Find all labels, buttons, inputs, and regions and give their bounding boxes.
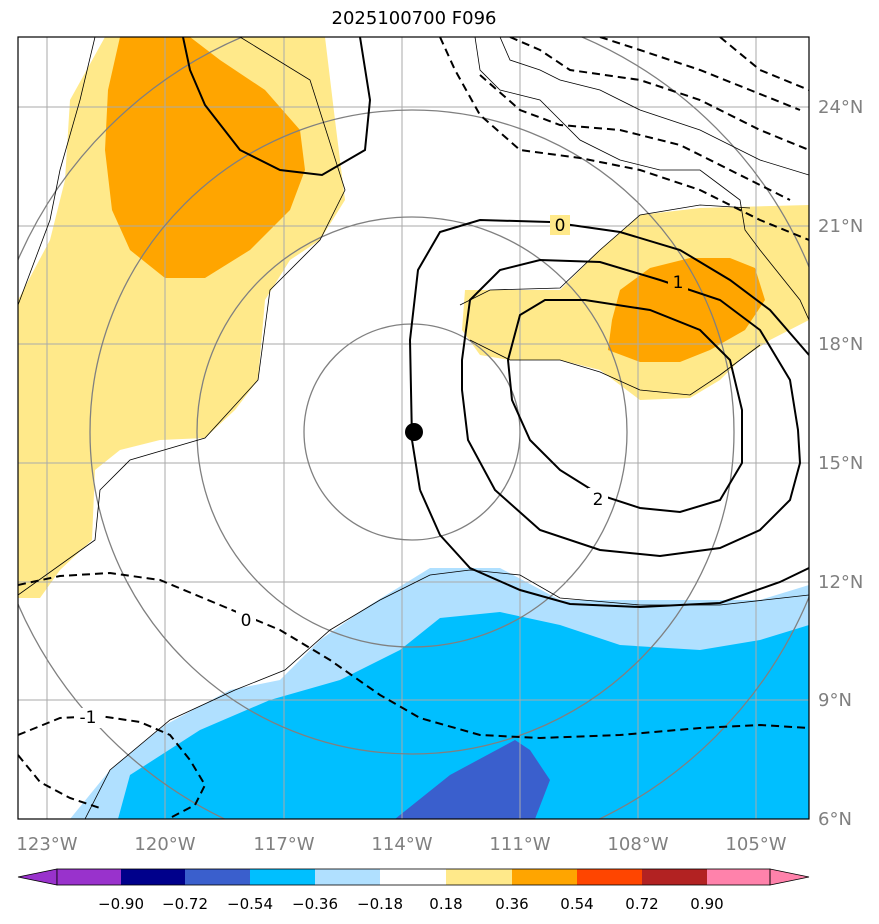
colorbar-segment xyxy=(577,869,642,885)
lat-label-9n: 9°N xyxy=(818,690,852,711)
lon-label-114w: 114°W xyxy=(371,834,432,855)
colorbar-segment xyxy=(380,869,446,885)
colorbar-tick: 0.90 xyxy=(690,895,723,913)
colorbar-tick: −0.54 xyxy=(227,895,273,913)
negative-contours xyxy=(18,37,809,819)
colorbar-tick: 0.72 xyxy=(625,895,658,913)
map-title: 2025100700 F096 xyxy=(331,8,497,29)
negative-anomaly-fill-strong xyxy=(395,740,550,819)
graticule xyxy=(18,37,809,819)
lon-label-108w: 108°W xyxy=(607,834,668,855)
contour-label-one: 1 xyxy=(673,273,684,293)
colorbar-extend-high xyxy=(769,868,810,886)
colorbar-segment xyxy=(57,869,121,885)
colorbar: −0.90 −0.72 −0.54 −0.36 −0.18 0.18 0.36 … xyxy=(17,868,810,913)
colorbar-tick: 0.36 xyxy=(495,895,528,913)
storm-center-marker xyxy=(405,423,423,441)
colorbar-segment xyxy=(185,869,250,885)
colorbar-segment xyxy=(707,869,770,885)
lat-label-21n: 21°N xyxy=(818,216,863,237)
contour-label-zero-neg: 0 xyxy=(241,611,252,631)
lat-label-6n: 6°N xyxy=(818,809,852,830)
lon-label-120w: 120°W xyxy=(134,834,195,855)
colorbar-tick: −0.90 xyxy=(98,895,144,913)
lon-label-123w: 123°W xyxy=(16,834,77,855)
map-area: 0 1 2 0 -1 xyxy=(18,37,809,819)
colorbar-extend-low xyxy=(17,868,58,886)
colorbar-tick: 0.18 xyxy=(429,895,462,913)
lat-label-12n: 12°N xyxy=(818,572,863,593)
colorbar-tick: −0.18 xyxy=(357,895,403,913)
strong-anomaly-fill-east xyxy=(608,258,765,362)
contour-label-neg-one: -1 xyxy=(80,708,97,728)
coastline xyxy=(18,37,809,819)
range-rings xyxy=(18,37,809,819)
longitude-axis: 123°W 120°W 117°W 114°W 111°W 108°W 105°… xyxy=(16,834,786,855)
colorbar-segment xyxy=(446,869,512,885)
strong-anomaly-fill-west xyxy=(105,37,305,278)
latitude-axis: 24°N 21°N 18°N 15°N 12°N 9°N 6°N xyxy=(818,97,863,830)
lon-label-117w: 117°W xyxy=(253,834,314,855)
lat-label-18n: 18°N xyxy=(818,334,863,355)
colorbar-tick: −0.72 xyxy=(162,895,208,913)
colorbar-segment xyxy=(121,869,185,885)
positive-contours xyxy=(182,37,809,609)
contour-label-two: 2 xyxy=(593,490,604,510)
colorbar-tick: −0.36 xyxy=(292,895,338,913)
colorbar-segment xyxy=(315,869,380,885)
colorbar-segment xyxy=(512,869,577,885)
colorbar-segment xyxy=(642,869,707,885)
colorbar-segment xyxy=(250,869,315,885)
colorbar-tick: 0.54 xyxy=(560,895,593,913)
lat-label-24n: 24°N xyxy=(818,97,863,118)
lon-label-111w: 111°W xyxy=(489,834,550,855)
map-frame xyxy=(17,36,810,820)
lat-label-15n: 15°N xyxy=(818,453,863,474)
contour-label-zero-top: 0 xyxy=(555,216,566,236)
lon-label-105w: 105°W xyxy=(725,834,786,855)
